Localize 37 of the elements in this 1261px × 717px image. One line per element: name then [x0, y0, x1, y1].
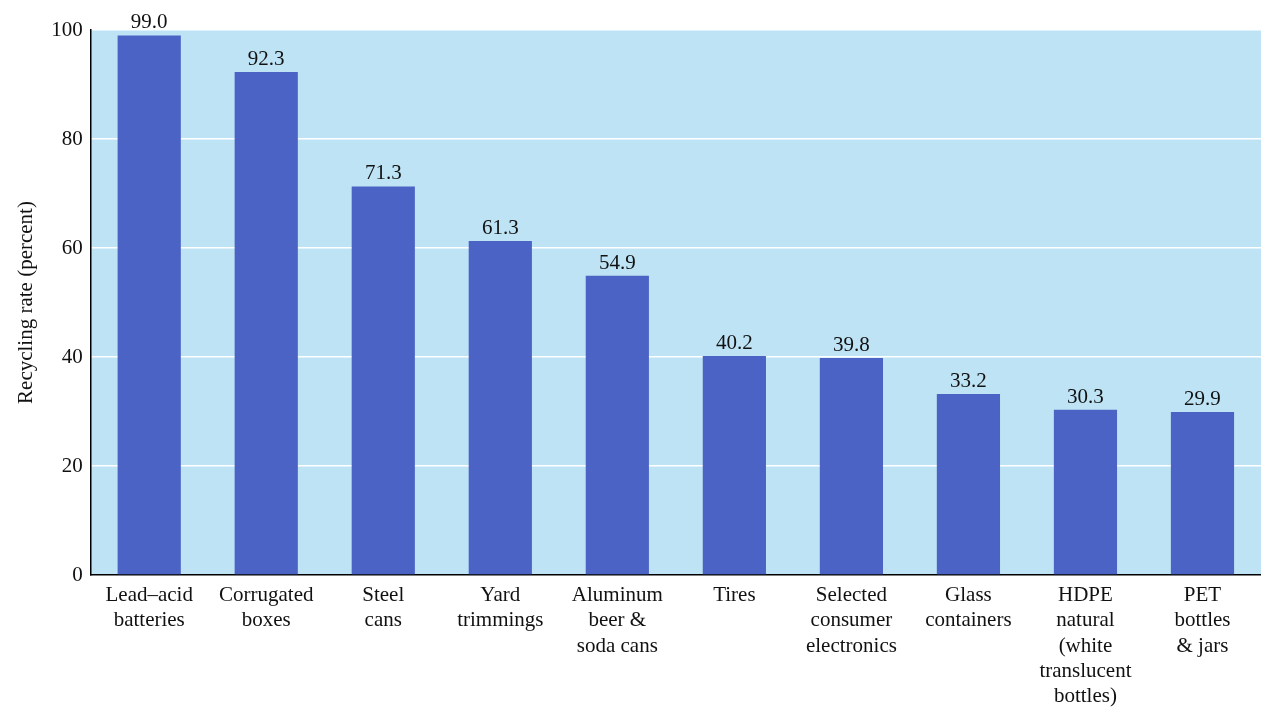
data-label: 33.2 — [950, 368, 987, 393]
data-label: 61.3 — [481, 214, 519, 239]
y-tick-label: 40 — [61, 343, 83, 368]
y-tick-label: 100 — [51, 16, 83, 41]
data-label: 71.3 — [364, 160, 402, 185]
data-label: 92.3 — [247, 45, 285, 70]
bar — [1053, 409, 1118, 575]
y-tick-label: 0 — [72, 561, 83, 586]
x-tick-label: Selected consumer electronics — [805, 582, 897, 657]
y-axis-title: Recycling rate (percent) — [13, 201, 38, 404]
bar — [117, 35, 181, 575]
data-label: 29.9 — [1184, 386, 1221, 411]
y-tick-label: 80 — [61, 125, 83, 150]
y-tick-label: 20 — [61, 452, 83, 477]
data-label: 54.9 — [598, 249, 636, 274]
bar — [351, 186, 415, 575]
data-label: 40.2 — [715, 329, 753, 354]
x-tick-label: Aluminum beer & soda cans — [571, 582, 663, 657]
data-label: 99.0 — [130, 9, 168, 34]
bar — [936, 394, 1001, 575]
bar — [468, 240, 532, 575]
x-tick-label: PET bottles & jars — [1174, 582, 1231, 657]
x-tick-label: Corrugated boxes — [219, 582, 314, 632]
x-tick-label: Tires — [713, 582, 756, 607]
data-label: 30.3 — [1067, 383, 1104, 408]
x-tick-label: HDPE natural (white translucent bottles) — [1039, 582, 1132, 707]
x-tick-label: Glass containers — [925, 582, 1012, 632]
x-tick-label: Lead–acid batteries — [105, 582, 194, 632]
bar — [585, 275, 649, 575]
bar — [819, 358, 883, 575]
y-tick-label: 60 — [61, 234, 83, 259]
x-tick-label: Steel cans — [362, 582, 405, 632]
bar — [234, 71, 298, 575]
data-label: 39.8 — [833, 332, 870, 357]
bar — [702, 355, 766, 575]
x-tick-label: Yard trimmings — [457, 582, 544, 632]
bar — [1170, 412, 1235, 575]
